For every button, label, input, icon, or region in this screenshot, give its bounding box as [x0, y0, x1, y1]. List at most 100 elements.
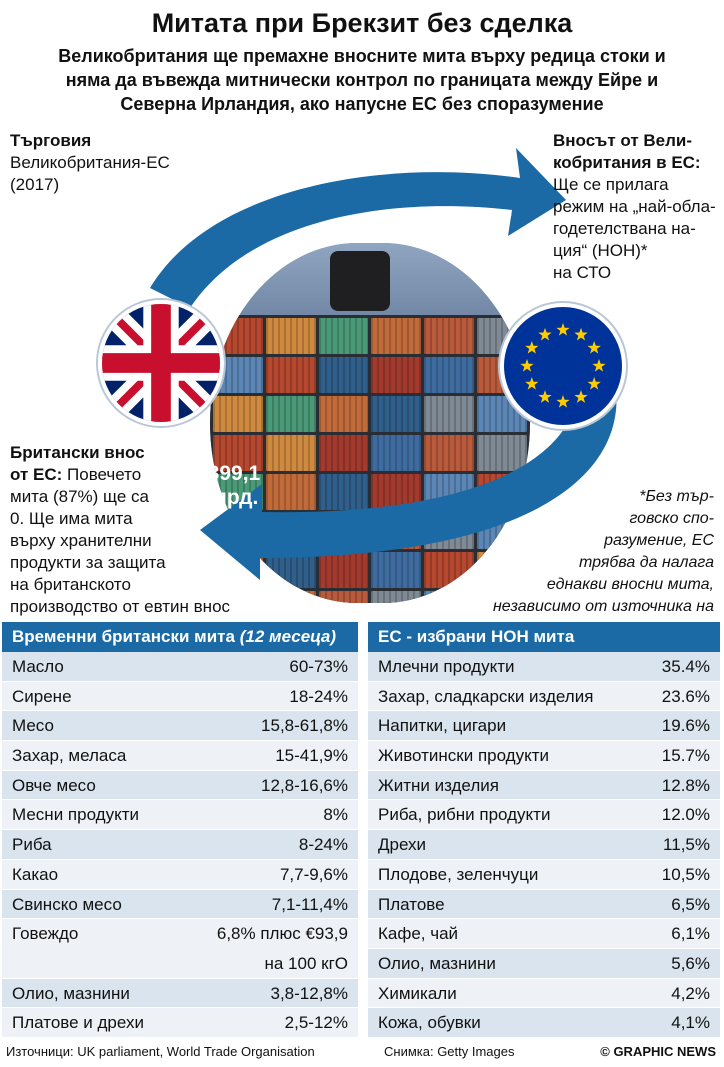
eu-import-line: Ще се прилага: [553, 175, 669, 194]
eu-to-uk-arrow: [200, 368, 617, 580]
uk-to-eu-arrow: [150, 148, 566, 308]
container-box: [371, 435, 422, 471]
table-row: Млечни продукти 35.4%: [368, 652, 720, 682]
row-item: Житни изделия: [378, 775, 499, 795]
row-value: 6,5%: [671, 894, 710, 914]
container-stack: [210, 315, 530, 603]
page-title: Митата при Брекзит без сделка: [151, 8, 573, 38]
table-row: Олио, мазнини 5,6%: [368, 948, 720, 979]
table-row: Житни изделия 12.8%: [368, 770, 720, 801]
container-box: [371, 357, 422, 393]
container-box: [213, 591, 263, 603]
container-box: [318, 474, 369, 510]
row-value: 12,8-16,6%: [261, 775, 348, 795]
trade-note: Търговия Великобритания-ЕС (2017): [10, 130, 210, 196]
table-row: Животински продукти 15.7%: [368, 741, 720, 771]
row-item: Олио, мазнини: [12, 983, 130, 1003]
eu-import-heading-1: Вносът от Вели-: [553, 131, 693, 150]
trade-arrows: [150, 148, 617, 580]
row-item: Животински продукти: [378, 746, 550, 766]
row-value: 35.4%: [661, 657, 710, 676]
brand-mark: © GRAPHIC NEWS: [600, 1044, 716, 1059]
row-item: Платове: [378, 894, 445, 914]
table-row: Масло 60-73%: [2, 652, 358, 682]
row-value: 11,5%: [663, 835, 710, 855]
row-value: 4,2%: [671, 983, 710, 1003]
eu-import-note: Вносът от Вели- кобритания в ЕС: Ще се п…: [553, 130, 723, 284]
uk-import-line: продукти за защита: [10, 553, 166, 572]
table-row: Олио, мазнини 3,8-12,8%: [2, 978, 358, 1009]
row-item: Дрехи: [378, 835, 427, 855]
uk-to-eu-value: €320,7: [448, 210, 513, 233]
row-item: Какао: [12, 864, 59, 884]
row-item: Млечни продукти: [378, 657, 515, 676]
container-box: [265, 552, 316, 588]
trade-heading: Търговия: [10, 131, 92, 150]
row-item: Месни продукти: [12, 805, 139, 825]
row-value: 8%: [323, 805, 348, 825]
eu-star-icon: [574, 390, 588, 403]
eu-import-heading-2: кобритания в ЕС:: [553, 153, 701, 172]
eu-star-icon: [587, 341, 601, 354]
row-item: Риба, рибни продукти: [378, 805, 551, 825]
uk-to-eu-amount: €320,7 млрд.: [448, 210, 512, 258]
uk-table-note: (12 месеца): [239, 627, 337, 646]
table-row: Плодове, зеленчуци 10,5%: [368, 859, 720, 890]
container-box: [424, 435, 475, 471]
uk-import-first-rest: Повечето: [67, 465, 142, 484]
container-box: [265, 357, 316, 393]
table-row: Сирене 18-24%: [2, 681, 358, 712]
uk-import-heading-1: Британски внос: [10, 443, 145, 462]
table-row: Дрехи 11,5%: [368, 830, 720, 860]
container-box: [318, 591, 369, 603]
row-value-line: 6,8% плюс €93,9: [216, 924, 348, 944]
eu-star-icon: [556, 323, 570, 336]
eu-tariff-table: ЕС - избрани НОН мита Млечни продукти 35.…: [368, 622, 720, 1038]
row-value: 5,6%: [671, 953, 710, 973]
row-value: 18-24%: [289, 686, 348, 706]
table-row: Свинско месо 7,1-11,4%: [2, 889, 358, 920]
row-item: Олио, мазнини: [378, 953, 496, 973]
eu-import-line: режим на „най-обла-: [553, 197, 716, 216]
trade-graphic: €320,7 млрд. €399,1 млрд. Търговия Велик…: [0, 118, 724, 637]
table-row: Захар, сладкарски изделия 23.6%: [368, 681, 720, 712]
eu-star-icon: [538, 390, 552, 403]
table-row: Кожа, обувки 4,1%: [368, 1008, 720, 1038]
table-row: Овче месо 12,8-16,6%: [2, 770, 358, 801]
row-value: 6,1%: [671, 924, 710, 944]
row-value: 19.6%: [661, 716, 710, 736]
footnote: *Без тър- говско спо- разумение, ЕС тряб…: [454, 486, 714, 640]
table-row: Риба 8-24%: [2, 830, 358, 860]
eu-table-header: ЕС - избрани НОН мита: [368, 622, 720, 652]
trade-line-2: (2017): [10, 175, 60, 194]
uk-import-heading-2: от ЕС:: [10, 465, 63, 484]
row-value: 60-73%: [289, 657, 348, 676]
uk-import-line: 0. Ще има мита: [10, 509, 133, 528]
eu-star-icon: [525, 341, 539, 354]
eu-star-icon: [556, 395, 570, 408]
photo-credit: Снимка: Getty Images: [384, 1044, 515, 1059]
row-item: Риба: [12, 835, 52, 855]
row-item: Захар, сладкарски изделия: [378, 686, 594, 706]
row-item: Платове и дрехи: [12, 1013, 144, 1033]
uk-table-header: Временни британски мита (12 месеца): [2, 622, 358, 652]
eu-to-uk-value: €399,1: [196, 462, 261, 485]
container-box: [318, 357, 369, 393]
footnote-line: трябва да налага: [579, 554, 714, 571]
uk-import-note: Британски внос от ЕС: Повечето мита (87%…: [10, 442, 260, 618]
uk-flag-icon: [98, 300, 224, 426]
row-value: 2,5-12%: [284, 1013, 348, 1033]
container-box: [318, 396, 369, 432]
container-box: [318, 435, 369, 471]
row-value: 3,8-12,8%: [270, 983, 349, 1003]
eu-star-icon: [538, 327, 552, 341]
container-box: [371, 552, 422, 588]
footnote-line: еднакви вносни мита,: [546, 576, 714, 593]
row-item: Напитки, цигари: [378, 716, 507, 736]
container-box: [424, 396, 475, 432]
eu-star-icon: [592, 359, 606, 372]
container-box: [371, 591, 422, 603]
eu-star-icon: [574, 327, 588, 341]
row-item: Свинско месо: [12, 894, 122, 914]
container-box: [424, 357, 475, 393]
